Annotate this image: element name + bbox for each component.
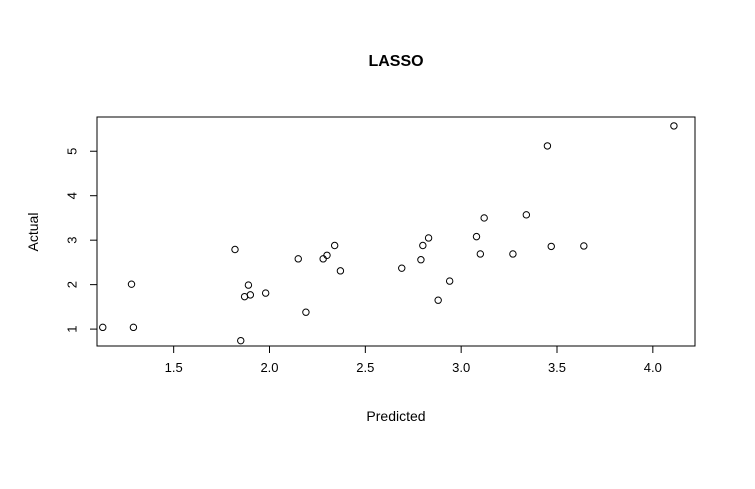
x-tick-label: 2.0 <box>260 360 278 375</box>
y-tick-label: 1 <box>65 325 80 332</box>
data-point <box>244 281 253 289</box>
data-point <box>472 232 481 241</box>
data-point <box>336 267 345 275</box>
data-point <box>246 291 255 299</box>
data-point <box>547 242 555 251</box>
data-point <box>445 277 454 285</box>
data-point <box>127 280 136 288</box>
data-point <box>580 242 588 250</box>
data-point <box>231 245 239 254</box>
data-point <box>237 336 245 345</box>
y-axis: 1 2 3 4 5 <box>65 148 98 333</box>
data-point <box>129 323 138 332</box>
data-point <box>424 234 433 242</box>
data-point <box>294 255 302 263</box>
x-tick-label: 4.0 <box>644 360 662 375</box>
y-tick-label: 5 <box>65 148 80 155</box>
data-point <box>330 241 339 250</box>
y-tick-label: 2 <box>65 281 80 288</box>
data-point <box>323 251 331 259</box>
x-tick-label: 1.5 <box>165 360 183 375</box>
x-tick-label: 2.5 <box>356 360 374 375</box>
x-tick-label: 3.0 <box>452 360 470 375</box>
data-point <box>476 250 485 258</box>
plot-frame <box>96 116 696 347</box>
data-point <box>434 296 442 304</box>
data-points <box>99 122 678 345</box>
data-point <box>302 308 310 316</box>
chart-title: LASSO <box>368 53 423 70</box>
x-axis-label: Predicted <box>366 408 425 424</box>
x-tick-label: 3.5 <box>548 360 566 375</box>
y-tick-label: 3 <box>65 237 80 244</box>
data-point <box>480 214 488 222</box>
y-axis-label: Actual <box>25 213 41 252</box>
data-point <box>419 241 427 250</box>
y-tick-label: 4 <box>65 192 80 199</box>
data-point <box>261 289 270 297</box>
data-point <box>417 256 425 264</box>
data-point <box>319 255 327 263</box>
data-point <box>543 142 552 150</box>
x-axis: 1.5 2.0 2.5 3.0 3.5 4.0 <box>165 345 662 375</box>
data-point <box>99 323 107 332</box>
data-point <box>509 250 517 258</box>
data-point <box>398 264 406 272</box>
data-point <box>522 211 531 219</box>
data-point <box>670 122 678 130</box>
